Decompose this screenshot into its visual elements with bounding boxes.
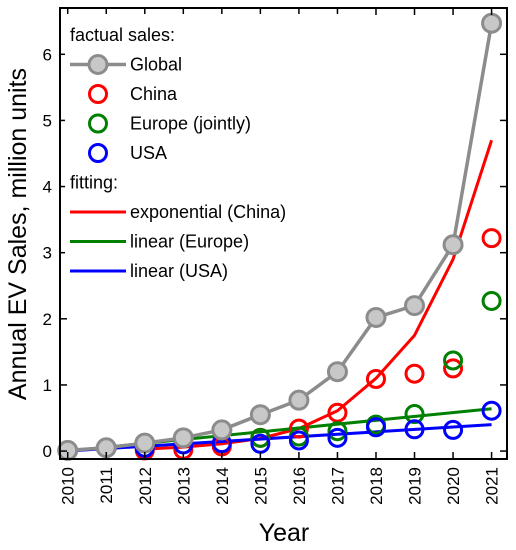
legend-heading: fitting: [70,173,118,193]
legend-marker [88,143,108,163]
point-china [327,402,348,423]
point-europe-jointly [481,290,502,311]
legend-label: linear (Europe) [130,232,249,252]
point-china [404,363,425,384]
x-tick-label: 2017 [328,467,347,505]
legend-label: USA [130,143,167,163]
legend-marker [87,54,109,75]
legend-label: linear (USA) [130,261,228,281]
point-china [288,418,309,439]
point-global [442,234,464,256]
y-tick-label: 0 [43,442,52,461]
point-global [172,427,194,449]
point-global [481,12,503,34]
x-tick-label: 2018 [367,467,386,505]
x-tick-label: 2016 [290,467,309,505]
legend-label: Europe (jointly) [130,114,251,134]
x-tick-label: 2011 [97,467,116,504]
legend-entry-linear-europe: linear (Europe) [70,232,249,252]
point-europe-jointly [443,350,464,371]
y-tick-label: 2 [43,310,52,329]
x-axis-label: Year [259,519,310,547]
point-europe-jointly [250,427,271,448]
y-tick-label: 4 [43,178,52,197]
x-tick-label: 2010 [59,467,78,505]
x-tick-label: 2021 [483,467,502,505]
plot-frame [59,7,508,460]
y-axis-label: Annual EV Sales, million units [4,68,32,400]
point-global [211,419,233,441]
point-usa [443,419,464,440]
point-global [288,389,310,411]
point-usa [288,430,309,451]
legend-entry-global: Global [70,54,182,75]
point-global [404,295,426,317]
x-tick-label: 2019 [406,467,425,505]
x-tick-label: 2020 [444,467,463,505]
legend-entry-europe-jointly: Europe (jointly) [88,113,251,134]
legend-marker [88,84,108,104]
x-tick-label: 2015 [251,467,270,505]
point-global [134,432,156,454]
point-usa [404,419,425,440]
y-tick-label: 6 [43,45,52,64]
legend-entry-linear-usa: linear (USA) [70,261,228,281]
series-layer [57,12,503,461]
point-europe-jointly [404,404,425,425]
legend-label: exponential (China) [130,202,286,222]
point-global [326,361,348,383]
y-tick-label: 5 [43,111,52,130]
point-global [365,306,387,328]
legend-entry-exponential-china: exponential (China) [70,202,286,222]
x-tick-label: 2014 [213,467,232,505]
point-global [249,404,271,426]
legend-entry-usa: USA [88,143,167,163]
y-tick-label: 3 [43,244,52,263]
x-tick-label: 2012 [136,467,155,505]
legend-background [65,14,340,276]
legend-entry-china: China [88,84,178,104]
point-china [443,358,464,379]
axis-layer: 0 1 2 3 4 5 6 2010 2011 2012 2013 2014 2015 2016 2017 2… [43,8,507,505]
point-usa [365,417,386,438]
legend-heading: factual sales: [70,25,175,45]
y-tick-label: 1 [43,376,52,395]
legend-label: Global [130,55,182,75]
point-europe-jointly [327,421,348,442]
point-china [365,368,386,389]
legend-marker [88,113,108,134]
fit-line-exponential-china [144,139,494,451]
point-usa [481,400,502,421]
point-usa [327,427,348,448]
legend: factual sales: Global China Europe (jointly… [65,14,340,281]
legend-label: China [130,84,178,104]
point-china [481,228,502,249]
x-tick-label: 2013 [174,467,193,505]
